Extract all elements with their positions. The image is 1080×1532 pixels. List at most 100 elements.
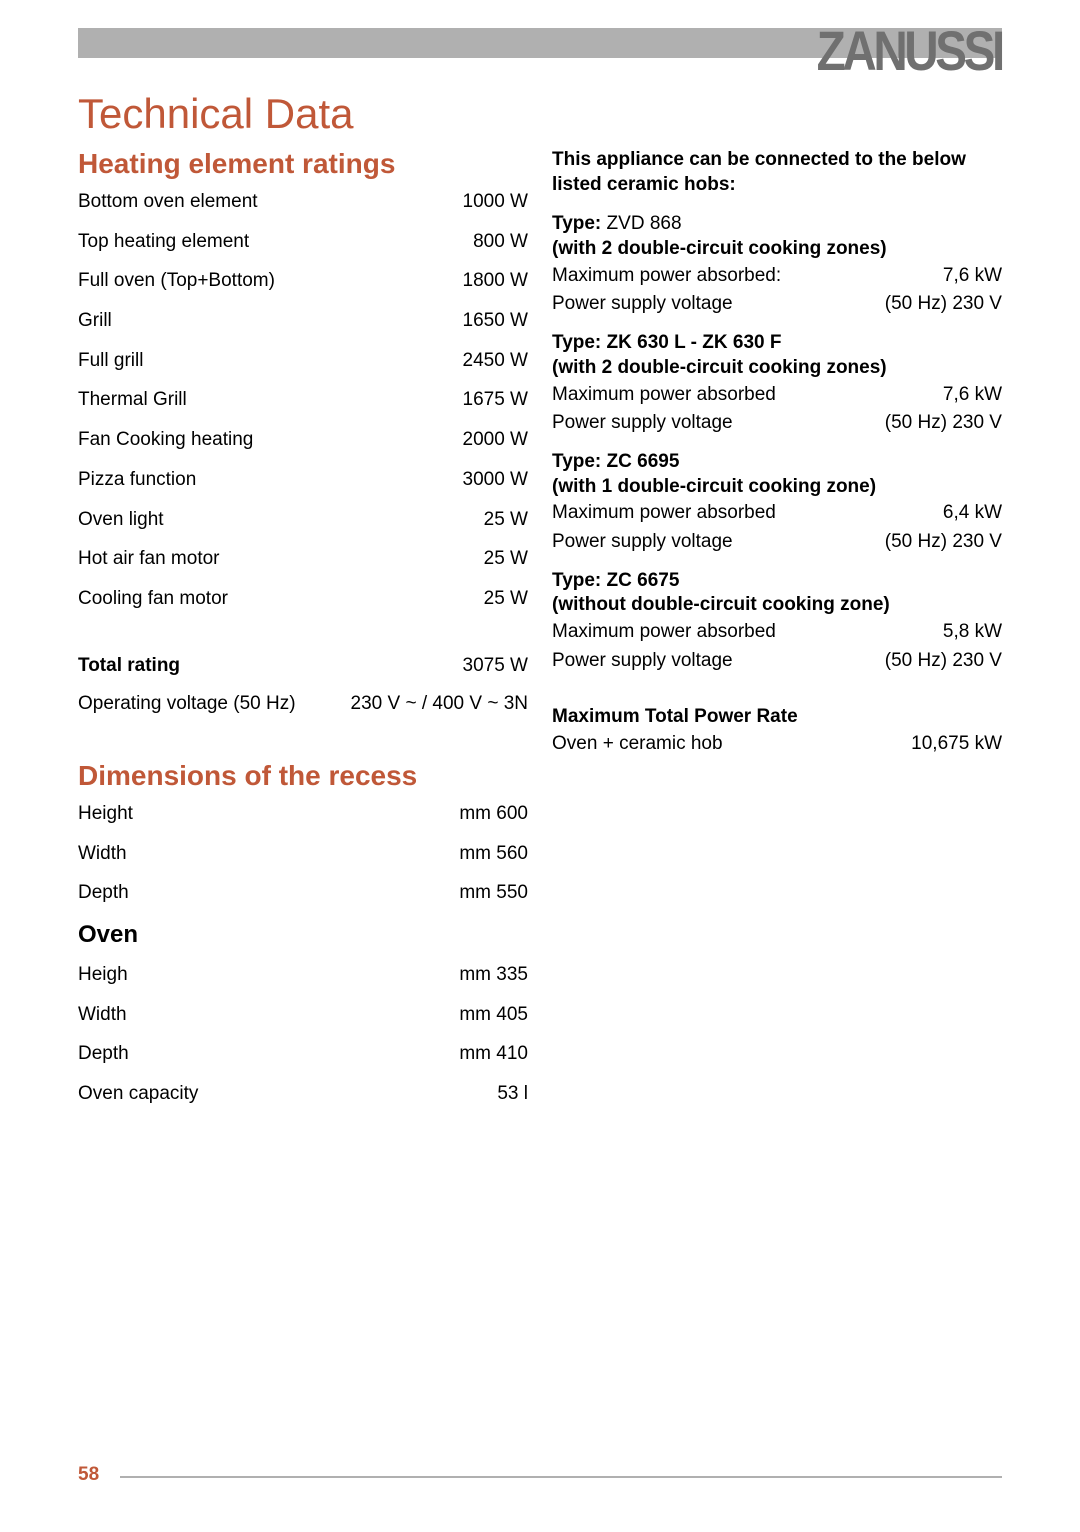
hob-power-label: Maximum power absorbed: <box>552 264 781 289</box>
spec-value: 1675 W <box>463 388 528 413</box>
voltage-row: Operating voltage (50 Hz) 230 V ~ / 400 … <box>78 692 528 717</box>
spec-label: Hot air fan motor <box>78 547 220 572</box>
spec-row: Depth mm 410 <box>78 1042 528 1067</box>
spec-row: Oven capacity 53 l <box>78 1082 528 1107</box>
lower-block: Dimensions of the recess Height mm 600 W… <box>78 760 528 1122</box>
hob-voltage-value: (50 Hz) 230 V <box>885 411 1002 436</box>
spec-row: Oven light 25 W <box>78 508 528 533</box>
hob-block: Type: ZC 6675 (without double-circuit co… <box>552 569 1002 674</box>
spec-value: mm 600 <box>459 802 528 827</box>
spec-value: 2000 W <box>463 428 528 453</box>
spec-value: 53 l <box>497 1082 528 1107</box>
hob-voltage-row: Power supply voltage (50 Hz) 230 V <box>552 292 1002 317</box>
hob-power-value: 7,6 kW <box>943 383 1002 408</box>
hob-subtitle: (with 1 double-circuit cooking zone) <box>552 475 1002 500</box>
spec-row: Grill 1650 W <box>78 309 528 334</box>
spec-label: Top heating element <box>78 230 249 255</box>
spec-row: Full grill 2450 W <box>78 349 528 374</box>
hob-voltage-value: (50 Hz) 230 V <box>885 292 1002 317</box>
hob-type-line: Type: ZC 6695 <box>552 450 1002 475</box>
hob-type: ZK 630 L - ZK 630 F <box>601 332 781 353</box>
hob-block: Type: ZK 630 L - ZK 630 F (with 2 double… <box>552 331 1002 436</box>
hob-subtitle: (with 2 double-circuit cooking zones) <box>552 356 1002 381</box>
type-prefix: Type: <box>552 451 601 472</box>
spec-label: Thermal Grill <box>78 388 187 413</box>
spec-row: Width mm 560 <box>78 842 528 867</box>
content-area: Heating element ratings Bottom oven elem… <box>78 148 1002 761</box>
hob-block: Type: ZC 6695 (with 1 double-circuit coo… <box>552 450 1002 555</box>
spec-label: Fan Cooking heating <box>78 428 253 453</box>
hob-power-row: Maximum power absorbed 6,4 kW <box>552 501 1002 526</box>
spec-value: 25 W <box>484 547 528 572</box>
spec-label: Grill <box>78 309 112 334</box>
voltage-label: Operating voltage (50 Hz) <box>78 692 296 717</box>
hob-voltage-label: Power supply voltage <box>552 649 733 674</box>
spec-row: Full oven (Top+Bottom) 1800 W <box>78 269 528 294</box>
spec-value: 1650 W <box>463 309 528 334</box>
max-total-value: 10,675 kW <box>911 732 1002 757</box>
hob-power-label: Maximum power absorbed <box>552 383 776 408</box>
spec-label: Full oven (Top+Bottom) <box>78 269 275 294</box>
hob-voltage-row: Power supply voltage (50 Hz) 230 V <box>552 530 1002 555</box>
recess-title: Dimensions of the recess <box>78 760 528 792</box>
spec-row: Width mm 405 <box>78 1003 528 1028</box>
spec-value: 25 W <box>484 508 528 533</box>
spec-row: Thermal Grill 1675 W <box>78 388 528 413</box>
spec-value: mm 405 <box>459 1003 528 1028</box>
hob-power-label: Maximum power absorbed <box>552 620 776 645</box>
hob-type: ZC 6675 <box>601 570 679 591</box>
max-total-label: Oven + ceramic hob <box>552 732 723 757</box>
spec-value: 1000 W <box>463 190 528 215</box>
spec-value: mm 335 <box>459 963 528 988</box>
spec-row: Hot air fan motor 25 W <box>78 547 528 572</box>
spec-value: mm 550 <box>459 881 528 906</box>
hob-power-label: Maximum power absorbed <box>552 501 776 526</box>
spec-row: Heigh mm 335 <box>78 963 528 988</box>
spec-label: Oven light <box>78 508 164 533</box>
hob-type-line: Type: ZVD 868 <box>552 212 1002 237</box>
hob-power-row: Maximum power absorbed 5,8 kW <box>552 620 1002 645</box>
page-title: Technical Data <box>78 90 353 138</box>
hob-power-row: Maximum power absorbed 7,6 kW <box>552 383 1002 408</box>
spec-row: Height mm 600 <box>78 802 528 827</box>
spec-value: mm 410 <box>459 1042 528 1067</box>
hob-voltage-label: Power supply voltage <box>552 530 733 555</box>
spec-label: Pizza function <box>78 468 196 493</box>
oven-title: Oven <box>78 921 528 949</box>
brand-logo: ZANUSSI <box>817 18 1002 83</box>
type-prefix: Type: <box>552 332 601 353</box>
spec-label: Width <box>78 1003 127 1028</box>
hob-subtitle: (with 2 double-circuit cooking zones) <box>552 237 1002 262</box>
spec-label: Depth <box>78 881 129 906</box>
hob-voltage-label: Power supply voltage <box>552 292 733 317</box>
type-prefix: Type: <box>552 570 601 591</box>
max-total-title: Maximum Total Power Rate <box>552 705 1002 730</box>
page-number: 58 <box>78 1464 99 1486</box>
spec-row: Pizza function 3000 W <box>78 468 528 493</box>
hob-power-row: Maximum power absorbed: 7,6 kW <box>552 264 1002 289</box>
hob-type-line: Type: ZC 6675 <box>552 569 1002 594</box>
hob-power-value: 7,6 kW <box>943 264 1002 289</box>
hob-type: ZVD 868 <box>601 213 681 234</box>
spec-row: Depth mm 550 <box>78 881 528 906</box>
spec-value: 25 W <box>484 587 528 612</box>
spec-label: Height <box>78 802 133 827</box>
total-value: 3075 W <box>463 655 528 677</box>
spec-row: Cooling fan motor 25 W <box>78 587 528 612</box>
spec-value: 3000 W <box>463 468 528 493</box>
column-right: This appliance can be connected to the b… <box>552 148 1002 761</box>
heating-title: Heating element ratings <box>78 148 528 180</box>
hob-voltage-value: (50 Hz) 230 V <box>885 649 1002 674</box>
spec-label: Cooling fan motor <box>78 587 228 612</box>
spec-label: Bottom oven element <box>78 190 258 215</box>
column-left: Heating element ratings Bottom oven elem… <box>78 148 528 761</box>
hob-type-line: Type: ZK 630 L - ZK 630 F <box>552 331 1002 356</box>
hob-voltage-value: (50 Hz) 230 V <box>885 530 1002 555</box>
type-prefix: Type: <box>552 213 601 234</box>
spec-row: Top heating element 800 W <box>78 230 528 255</box>
spec-value: 2450 W <box>463 349 528 374</box>
hob-type: ZC 6695 <box>601 451 679 472</box>
hobs-intro: This appliance can be connected to the b… <box>552 148 1002 197</box>
voltage-value: 230 V ~ / 400 V ~ 3N <box>351 692 528 717</box>
total-row: Total rating 3075 W <box>78 655 528 677</box>
